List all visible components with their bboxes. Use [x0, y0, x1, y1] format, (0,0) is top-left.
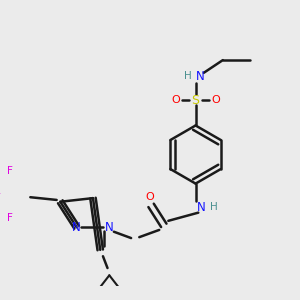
Text: O: O	[211, 95, 220, 105]
Text: O: O	[171, 95, 180, 105]
Text: N: N	[196, 70, 205, 83]
Text: F: F	[8, 166, 13, 176]
Text: O: O	[145, 192, 154, 202]
Text: F: F	[8, 213, 13, 223]
Text: S: S	[192, 94, 200, 106]
Text: N: N	[72, 221, 81, 234]
Text: H: H	[210, 202, 218, 212]
Text: F: F	[0, 193, 1, 203]
Text: N: N	[197, 201, 206, 214]
Text: H: H	[184, 71, 191, 82]
Text: N: N	[105, 221, 114, 234]
